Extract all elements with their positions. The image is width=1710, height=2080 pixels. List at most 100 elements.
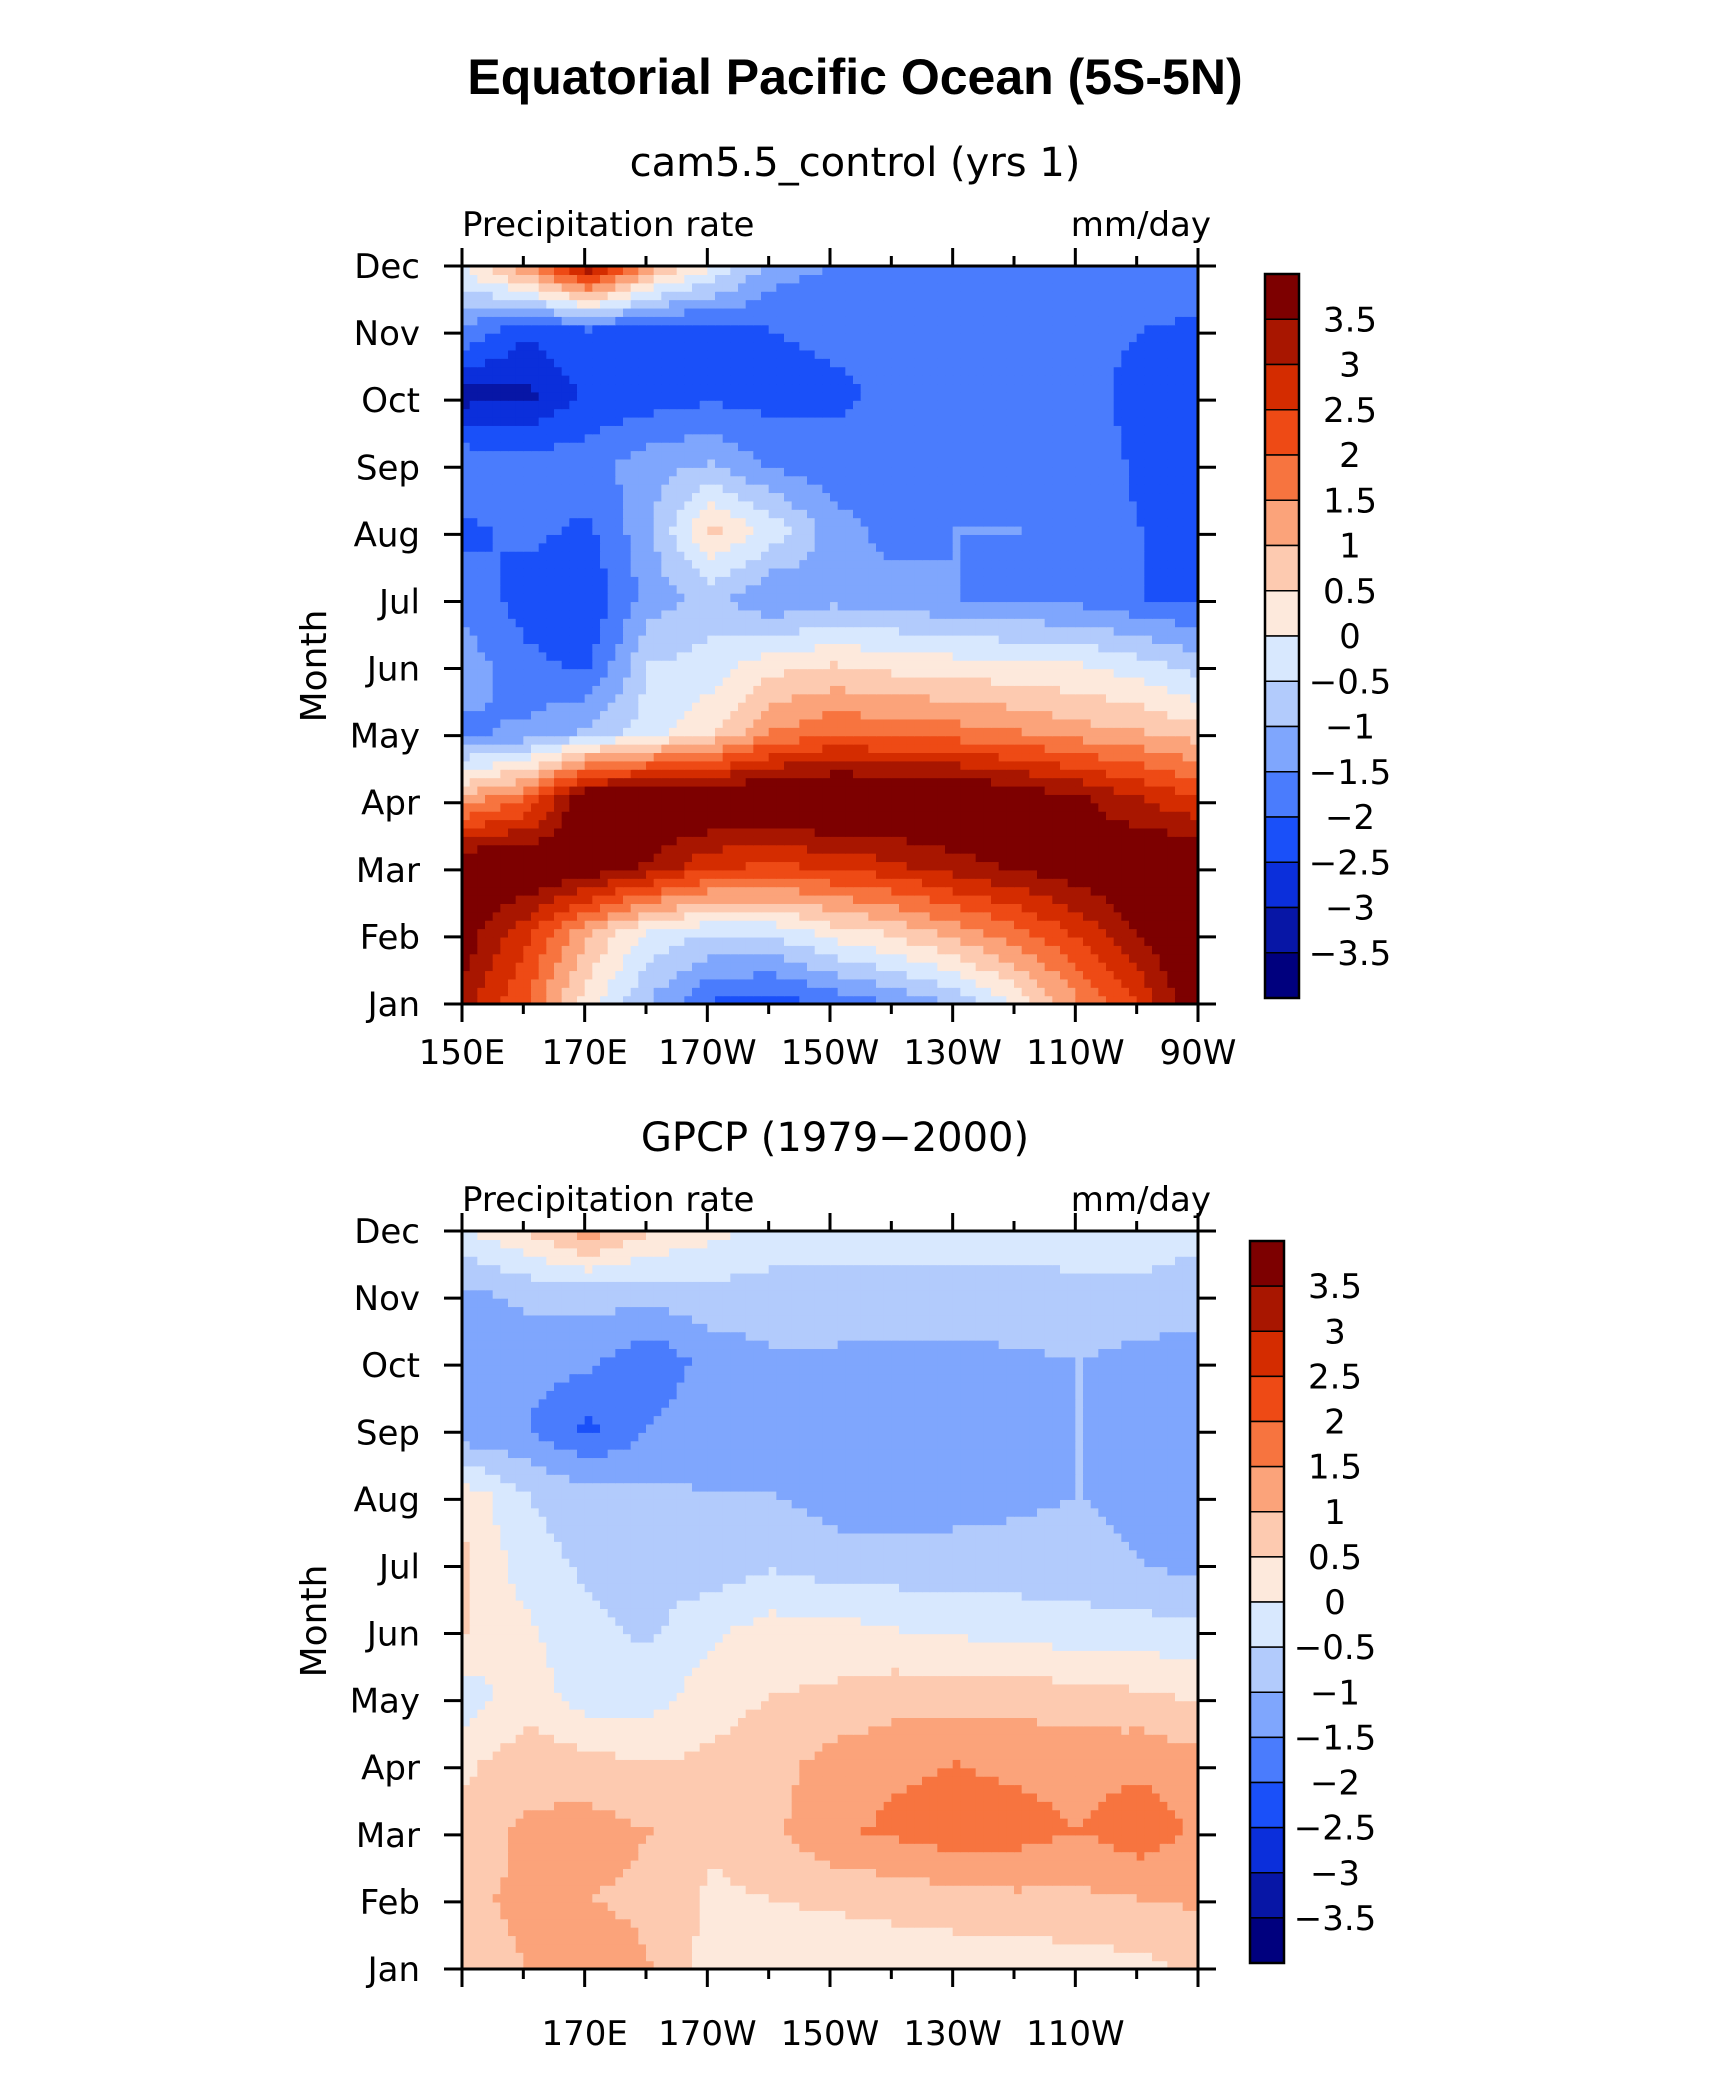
heatmap-cell — [883, 601, 892, 611]
heatmap-cell — [485, 710, 494, 720]
heatmap-cell — [830, 928, 839, 938]
heatmap-cell — [715, 660, 724, 670]
heatmap-cell — [1098, 760, 1107, 770]
heatmap-cell — [914, 584, 923, 594]
heatmap-cell — [1006, 962, 1015, 972]
heatmap-cell — [607, 785, 616, 795]
heatmap-cell — [684, 794, 693, 804]
heatmap-cell — [722, 995, 731, 1005]
heatmap-cell — [1021, 869, 1030, 879]
heatmap-cell — [922, 609, 931, 619]
heatmap-cell — [975, 576, 984, 586]
heatmap-cell — [860, 911, 869, 921]
heatmap-cell — [761, 718, 770, 728]
heatmap-cell — [1144, 676, 1153, 686]
heatmap-cell — [906, 609, 915, 619]
heatmap-cell — [991, 609, 1000, 619]
heatmap-cell — [753, 878, 762, 888]
heatmap-cell — [653, 567, 662, 577]
heatmap-cell — [891, 618, 900, 628]
heatmap-cell — [515, 635, 524, 644]
heatmap-cell — [646, 635, 655, 644]
heatmap-cell — [1152, 987, 1161, 997]
heatmap-cell — [546, 693, 555, 703]
heatmap-cell — [669, 794, 678, 804]
heatmap-cell — [1075, 668, 1084, 678]
heatmap-cell — [1144, 735, 1153, 745]
heatmap-cell — [500, 760, 509, 770]
heatmap-cell — [561, 861, 570, 871]
heatmap-cell — [1136, 853, 1145, 863]
heatmap-cell — [715, 744, 724, 754]
heatmap-cell — [592, 995, 601, 1005]
heatmap-cell — [814, 802, 823, 812]
heatmap-cell — [998, 811, 1007, 821]
heatmap-cell — [1044, 643, 1053, 653]
heatmap-cell — [914, 853, 923, 863]
heatmap-cell — [462, 702, 471, 712]
heatmap-cell — [937, 693, 946, 703]
heatmap-cell — [577, 643, 586, 653]
heatmap-cell — [638, 928, 647, 938]
heatmap-cell — [1144, 643, 1153, 653]
heatmap-cell — [1182, 920, 1191, 930]
heatmap-cell — [615, 970, 624, 980]
heatmap-cell — [1006, 609, 1015, 619]
heatmap-cell — [1029, 769, 1038, 779]
heatmap-cell — [1106, 769, 1115, 779]
heatmap-cell — [922, 718, 931, 728]
heatmap-cell — [623, 643, 632, 653]
heatmap-cell — [561, 811, 570, 821]
heatmap-cell — [1136, 777, 1145, 787]
heatmap-cell — [799, 945, 808, 955]
heatmap-cell — [692, 593, 701, 603]
heatmap-cell — [738, 836, 747, 846]
heatmap-cell — [830, 811, 839, 821]
heatmap-cell — [830, 609, 839, 619]
heatmap-cell — [646, 735, 655, 745]
heatmap-cell — [1182, 718, 1191, 728]
heatmap-cell — [1044, 752, 1053, 762]
heatmap-cell — [929, 894, 938, 904]
heatmap-cell — [1190, 794, 1199, 804]
heatmap-cell — [584, 777, 593, 787]
heatmap-cell — [638, 618, 647, 628]
heatmap-cell — [1083, 668, 1092, 678]
heatmap-cell — [753, 920, 762, 930]
heatmap-cell — [1190, 626, 1199, 636]
heatmap-cell — [945, 953, 954, 963]
heatmap-cell — [607, 744, 616, 754]
heatmap-cell — [1152, 920, 1161, 930]
heatmap-cell — [853, 718, 862, 728]
heatmap-cell — [508, 727, 517, 737]
heatmap-cell — [952, 953, 961, 963]
heatmap-cell — [1067, 752, 1076, 762]
heatmap-cell — [914, 844, 923, 854]
heatmap-cell — [1052, 945, 1061, 955]
heatmap-cell — [684, 651, 693, 661]
heatmap-cell — [1167, 643, 1176, 653]
heatmap-cell — [983, 668, 992, 678]
heatmap-cell — [1113, 953, 1122, 963]
heatmap-cell — [1083, 903, 1092, 913]
heatmap-cell — [653, 785, 662, 795]
heatmap-cell — [845, 777, 854, 787]
heatmap-cell — [630, 995, 639, 1005]
heatmap-cell — [676, 643, 685, 653]
heatmap-cell — [784, 609, 793, 619]
heatmap-cell — [600, 626, 609, 636]
heatmap-cell — [630, 945, 639, 955]
heatmap-cell — [868, 886, 877, 896]
heatmap-cell — [492, 785, 501, 795]
heatmap-cell — [707, 576, 716, 586]
heatmap-cell — [768, 945, 777, 955]
heatmap-cell — [891, 920, 900, 930]
heatmap-cell — [615, 928, 624, 938]
heatmap-cell — [891, 660, 900, 670]
heatmap-cell — [1006, 936, 1015, 946]
heatmap-cell — [753, 593, 762, 603]
heatmap-cell — [569, 651, 578, 661]
heatmap-cell — [1052, 702, 1061, 712]
heatmap-cell — [469, 836, 478, 846]
heatmap-cell — [469, 894, 478, 904]
